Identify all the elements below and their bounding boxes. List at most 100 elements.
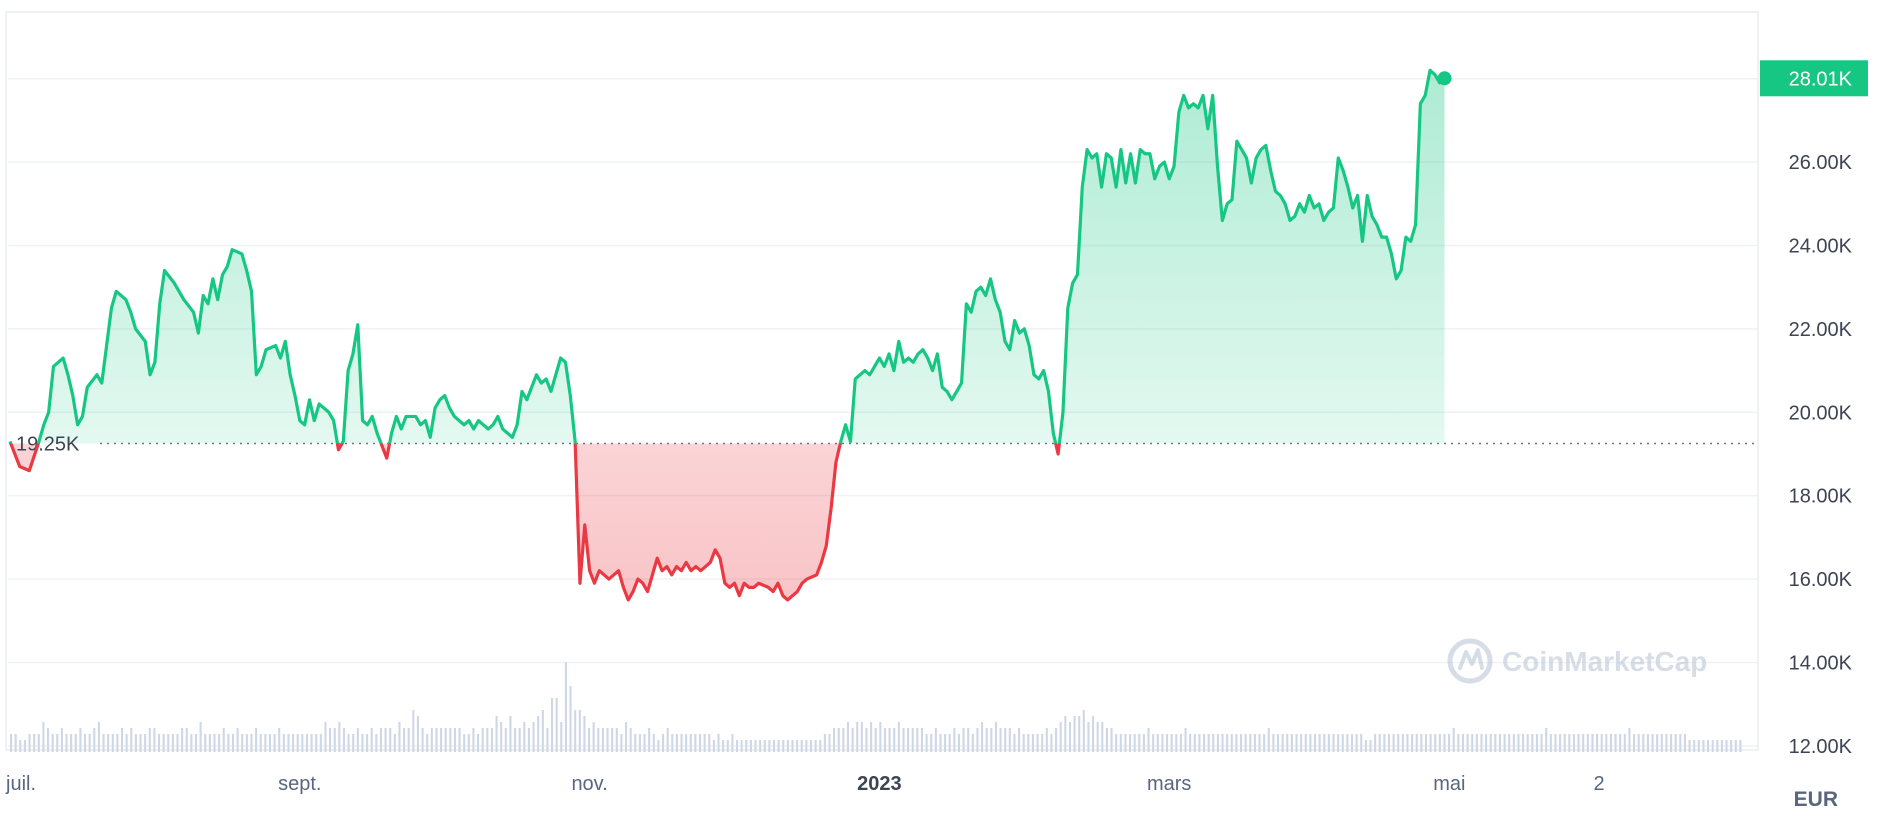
volume-bar — [934, 728, 937, 752]
volume-bar — [1429, 734, 1432, 752]
volume-bar — [1175, 734, 1178, 752]
coinmarketcap-logo-wave — [1458, 648, 1484, 670]
volume-bar — [250, 734, 253, 752]
volume-bar — [10, 734, 13, 752]
volume-bar — [1545, 728, 1548, 752]
x-tick-label: 2 — [1594, 773, 1605, 795]
volume-bar — [527, 728, 530, 752]
volume-bar — [1018, 728, 1021, 752]
volume-bars — [10, 662, 1742, 752]
price-area — [10, 70, 1445, 600]
volume-bar — [153, 728, 156, 752]
volume-bar — [939, 734, 942, 752]
volume-bar — [1276, 734, 1280, 752]
volume-bar — [1582, 734, 1585, 752]
volume-bar — [629, 728, 632, 752]
volume-bar — [181, 728, 184, 752]
current-price-dot — [1437, 71, 1452, 86]
volume-bar — [28, 734, 31, 752]
volume-bar — [1327, 734, 1330, 752]
volume-bar — [46, 728, 50, 752]
volume-bar — [435, 728, 438, 752]
volume-bar — [305, 734, 309, 752]
volume-bar — [231, 734, 235, 752]
volume-bar — [560, 722, 563, 752]
x-tick-label: sept. — [278, 773, 321, 795]
volume-bar — [74, 734, 77, 752]
volume-bar — [967, 728, 970, 752]
volume-bar — [874, 728, 877, 752]
watermark-text: CoinMarketCap — [1502, 646, 1707, 677]
volume-bar — [740, 740, 743, 752]
volume-bar — [1300, 734, 1303, 752]
volume-bar — [1637, 734, 1640, 752]
volume-bar — [125, 734, 128, 752]
volume-bar — [1313, 734, 1317, 752]
volume-bar — [467, 734, 470, 752]
volume-bar — [957, 734, 960, 752]
volume-bar — [856, 722, 859, 752]
volume-bar — [514, 728, 517, 752]
volume-bar — [1466, 734, 1469, 752]
volume-bar — [1249, 734, 1252, 752]
volume-bar — [1683, 734, 1686, 752]
volume-bar — [398, 722, 401, 752]
volume-bar — [1207, 734, 1210, 752]
volume-bar — [310, 734, 313, 752]
volume-bar — [477, 734, 480, 752]
volume-bar — [416, 716, 419, 752]
volume-bar — [1559, 734, 1562, 752]
volume-bar — [671, 734, 674, 752]
volume-bar — [1087, 722, 1090, 752]
volume-bar — [1360, 734, 1363, 752]
volume-bar — [1166, 734, 1169, 752]
volume-bar — [1027, 734, 1030, 752]
volume-bar — [1688, 740, 1691, 752]
volume-bar — [333, 728, 336, 752]
volume-bar — [985, 728, 988, 752]
volume-bar — [680, 734, 683, 752]
volume-bar — [481, 728, 484, 752]
volume-bar — [1623, 734, 1626, 752]
y-tick-label: 26.00K — [1789, 152, 1853, 174]
volume-bar — [1068, 722, 1071, 752]
coinmarketcap-logo-icon — [1447, 638, 1493, 684]
baseline-label: 19.25K — [16, 434, 80, 456]
volume-bar — [1031, 734, 1034, 752]
volume-bar — [97, 722, 100, 752]
volume-bar — [777, 740, 780, 752]
volume-bar — [241, 734, 244, 752]
volume-bar — [453, 728, 456, 752]
volume-bar — [1184, 728, 1187, 752]
volume-bar — [347, 734, 350, 752]
volume-bar — [648, 728, 651, 752]
volume-bar — [1730, 740, 1733, 752]
volume-bar — [222, 728, 225, 752]
volume-bar — [370, 728, 373, 752]
volume-bar — [833, 728, 836, 752]
volume-bar — [638, 734, 641, 752]
volume-bar — [879, 722, 882, 752]
volume-bar — [712, 740, 715, 752]
volume-bar — [1531, 734, 1534, 752]
volume-bar — [1383, 734, 1386, 752]
volume-bar — [1008, 728, 1011, 752]
volume-bar — [1101, 722, 1104, 752]
volume-bar — [412, 710, 415, 752]
volume-bar — [1078, 716, 1081, 752]
volume-bar — [361, 734, 364, 752]
volume-bar — [1170, 734, 1173, 752]
volume-bar — [19, 740, 22, 752]
volume-bar — [1656, 734, 1659, 752]
volume-bar — [287, 734, 290, 752]
volume-bar — [564, 662, 567, 752]
volume-bar — [1055, 728, 1058, 752]
volume-bar — [504, 728, 507, 752]
volume-bar — [1318, 734, 1321, 752]
volume-bar — [1646, 734, 1649, 752]
price-line-up — [8, 68, 1446, 444]
volume-bar — [911, 728, 914, 752]
volume-bar — [426, 734, 429, 752]
